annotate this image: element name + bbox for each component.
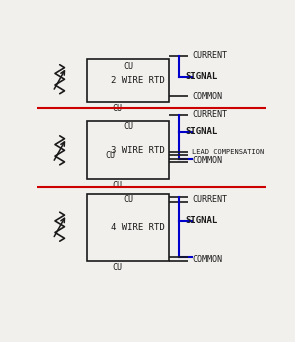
Text: COMMON: COMMON xyxy=(192,255,222,264)
Text: CURRENT: CURRENT xyxy=(192,51,227,60)
Text: CURRENT: CURRENT xyxy=(192,110,227,119)
Text: LEAD COMPENSATION: LEAD COMPENSATION xyxy=(192,149,265,155)
Text: 3 WIRE RTD: 3 WIRE RTD xyxy=(111,146,164,155)
Text: 2 WIRE RTD: 2 WIRE RTD xyxy=(111,76,164,85)
Text: CU: CU xyxy=(105,151,115,160)
Text: 4 WIRE RTD: 4 WIRE RTD xyxy=(111,223,164,232)
Text: CU: CU xyxy=(112,263,122,272)
Text: CU: CU xyxy=(112,104,122,113)
Bar xyxy=(87,60,169,102)
Text: CURRENT: CURRENT xyxy=(192,195,227,204)
Text: COMMON: COMMON xyxy=(192,156,222,165)
Text: SIGNAL: SIGNAL xyxy=(186,72,218,81)
Text: COMMON: COMMON xyxy=(192,92,222,101)
Text: CU: CU xyxy=(123,62,133,70)
Text: SIGNAL: SIGNAL xyxy=(186,127,218,136)
Text: SIGNAL: SIGNAL xyxy=(186,216,218,225)
Bar xyxy=(87,194,169,261)
Bar xyxy=(87,121,169,179)
Text: CU: CU xyxy=(112,181,122,190)
Text: CU: CU xyxy=(123,195,133,203)
Text: CU: CU xyxy=(123,122,133,131)
